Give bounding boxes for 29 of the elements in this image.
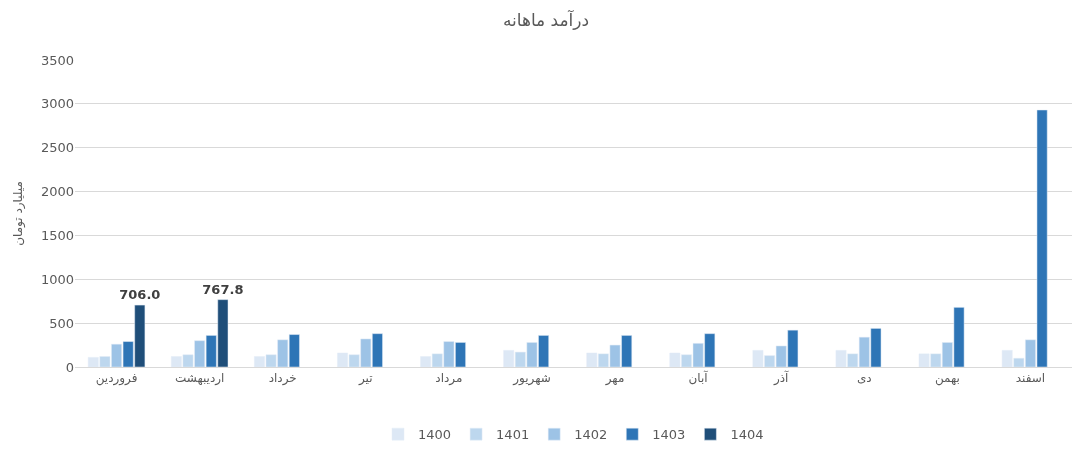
y-tick-label: 1000: [40, 271, 74, 287]
y-tick-label: 0: [65, 359, 74, 375]
x-tick-label: شهریور: [512, 371, 551, 387]
y-tick-label: 2500: [40, 140, 74, 156]
legend-label: 1401: [496, 427, 530, 443]
x-tick-label: آذر: [772, 370, 790, 387]
x-tick-label: بهمن: [934, 371, 960, 387]
x-tick-label: تیر: [357, 371, 373, 387]
x-tick-label: مرداد: [435, 371, 463, 387]
legend-label: 1400: [418, 427, 452, 443]
y-tick-label: 3500: [40, 52, 74, 68]
data-label: 767.8: [202, 281, 244, 297]
x-tick-label: خرداد: [268, 371, 297, 387]
x-tick-label: مهر: [604, 371, 625, 387]
y-tick-label: 2000: [40, 184, 74, 200]
y-tick-label: 1500: [40, 227, 74, 243]
y-tick-label: 3000: [40, 96, 74, 112]
x-tick-label: فروردین: [95, 371, 138, 387]
x-tick-label: اسفند: [1015, 371, 1046, 386]
legend-label: 1404: [730, 427, 764, 443]
x-tick-label: دی: [856, 371, 872, 386]
y-tick-label: 500: [49, 315, 74, 331]
x-tick-label: آبان: [688, 370, 709, 386]
legend-label: 1403: [652, 427, 686, 443]
data-label: 706.0: [119, 287, 161, 303]
x-tick-label: اردیبهشت: [174, 371, 225, 387]
legend-label: 1402: [574, 427, 608, 443]
chart-title: درآمد ماهانه: [502, 8, 590, 30]
y-axis-title: میلیارد تومان: [11, 181, 27, 246]
